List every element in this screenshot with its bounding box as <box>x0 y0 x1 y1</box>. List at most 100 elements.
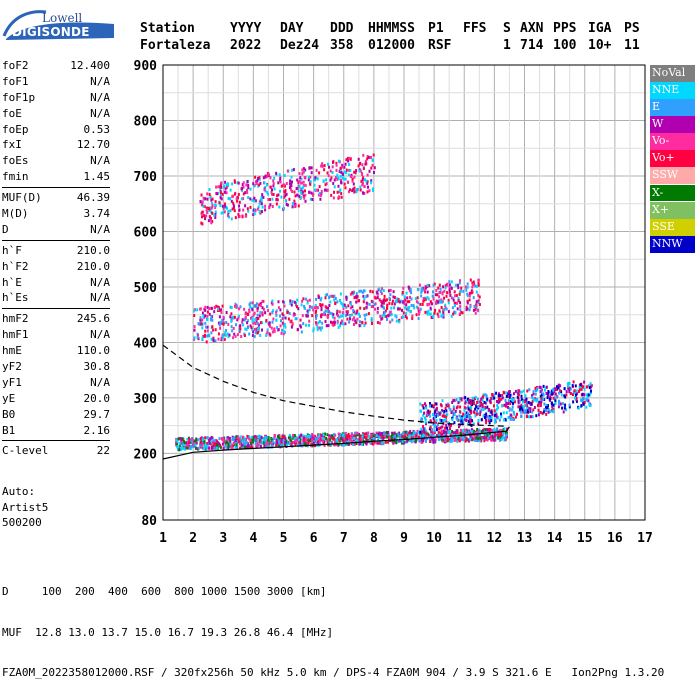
echo-point <box>568 386 571 390</box>
echo-point <box>372 437 375 440</box>
auto-version: 500200 <box>2 516 42 529</box>
echo-point <box>470 430 473 433</box>
echo-point <box>413 438 415 442</box>
echo-point <box>192 443 195 447</box>
echo-point <box>402 432 405 436</box>
echo-point <box>337 438 340 442</box>
echo-point <box>301 168 304 172</box>
echo-point <box>313 183 316 187</box>
echo-point <box>404 430 407 434</box>
echo-point <box>487 436 490 440</box>
echo-point <box>266 328 269 332</box>
echo-point <box>474 407 477 411</box>
echo-point <box>490 410 493 414</box>
echo-point <box>229 439 231 443</box>
echo-point <box>472 296 475 300</box>
echo-point <box>206 210 209 214</box>
echo-point <box>488 427 490 431</box>
echo-point <box>425 437 428 440</box>
echo-point <box>261 328 263 332</box>
echo-point <box>292 313 295 317</box>
echo-point <box>280 319 282 323</box>
echo-point <box>582 385 585 389</box>
echo-point <box>479 433 481 437</box>
y-tick-label: 400 <box>134 336 158 351</box>
echo-point <box>533 398 536 402</box>
echo-point <box>239 446 242 450</box>
echo-point <box>206 436 209 440</box>
echo-point <box>208 312 211 316</box>
echo-point <box>219 445 222 449</box>
echo-point <box>265 334 268 337</box>
param-value: 20.0 <box>83 391 111 405</box>
param-label: h`E <box>2 275 22 289</box>
echo-point <box>477 436 480 440</box>
echo-point <box>362 181 364 185</box>
echo-point <box>303 176 306 180</box>
echo-point <box>509 402 512 405</box>
echo-point <box>213 213 216 217</box>
echo-point <box>474 395 477 399</box>
echo-point <box>446 291 449 295</box>
echo-point <box>205 214 208 218</box>
echo-point <box>381 314 384 318</box>
echo-point <box>229 197 231 201</box>
echo-point <box>281 312 284 316</box>
echo-point <box>215 185 218 189</box>
echo-point <box>314 437 317 440</box>
echo-point <box>202 437 205 440</box>
echo-point <box>279 180 282 184</box>
echo-point <box>333 443 336 447</box>
echo-point <box>312 308 315 312</box>
echo-point <box>433 440 436 444</box>
echo-point <box>330 312 333 315</box>
echo-point <box>466 285 469 289</box>
virtual-height-curve <box>162 426 510 460</box>
echo-point <box>486 428 489 431</box>
echo-point <box>512 411 515 414</box>
echo-point <box>433 419 436 423</box>
echo-point <box>441 425 444 429</box>
echo-point <box>304 435 307 439</box>
echo-point <box>360 179 363 183</box>
echo-point <box>479 413 481 416</box>
echo-point <box>314 440 317 444</box>
echo-point <box>485 414 488 418</box>
echo-point <box>309 166 312 170</box>
echo-point <box>328 304 331 307</box>
echo-point <box>303 196 306 200</box>
echo-point <box>279 189 281 193</box>
echo-point <box>347 442 350 446</box>
param-row: foEp 0.53 <box>2 122 110 138</box>
echo-point <box>335 161 338 165</box>
echo-point <box>320 190 323 193</box>
echo-point <box>424 290 427 294</box>
echo-point <box>450 280 453 284</box>
echo-point <box>186 441 189 445</box>
echo-point <box>526 401 529 405</box>
echo-point <box>282 300 285 304</box>
echo-point <box>409 288 412 292</box>
echo-point <box>546 396 549 400</box>
echo-point <box>525 397 528 401</box>
echo-point <box>201 336 204 340</box>
echo-point <box>564 395 567 399</box>
echo-point <box>308 305 311 308</box>
echo-point <box>542 410 545 414</box>
echo-point <box>193 325 196 329</box>
echo-point <box>537 411 540 415</box>
echo-point <box>401 436 404 440</box>
echo-point <box>500 431 502 435</box>
echo-point <box>477 278 480 282</box>
echo-point <box>318 192 321 195</box>
echo-point <box>352 436 355 440</box>
echo-point <box>349 317 351 321</box>
echo-point <box>513 412 516 416</box>
echo-point <box>177 437 180 441</box>
echo-point <box>327 310 330 314</box>
echo-point <box>568 405 571 409</box>
echo-point <box>357 440 360 444</box>
echo-point <box>248 443 251 447</box>
echo-point <box>449 433 452 436</box>
echo-point <box>296 437 299 441</box>
